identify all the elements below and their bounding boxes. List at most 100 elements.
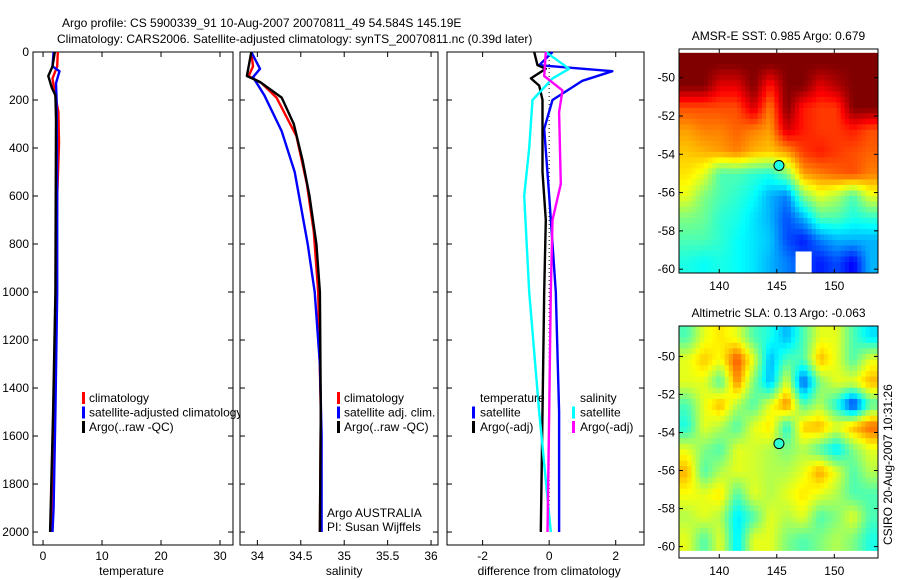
heatmap-cell <box>836 449 842 456</box>
heatmap-cell <box>857 488 862 495</box>
heatmap-cell <box>815 438 821 445</box>
heatmap-cell <box>853 195 858 202</box>
heatmap-cell <box>716 494 721 501</box>
heatmap-cell <box>753 466 759 473</box>
heatmap-cell <box>695 466 701 473</box>
heatmap-cell <box>807 173 813 180</box>
heatmap-cell <box>741 533 746 540</box>
heatmap-cell <box>857 228 862 235</box>
heatmap-cell <box>828 471 833 478</box>
heatmap-cell <box>741 443 746 450</box>
heatmap-cell <box>699 129 705 136</box>
heatmap-cell <box>803 179 809 186</box>
heatmap-cell <box>741 410 746 417</box>
heatmap-cell <box>699 267 705 274</box>
heatmap-cell <box>832 438 838 445</box>
heatmap-cell <box>720 354 726 361</box>
heatmap-cell <box>811 184 817 191</box>
heatmap-cell <box>749 146 755 153</box>
heatmap-cell <box>778 354 784 361</box>
heatmap-cell <box>815 527 821 535</box>
heatmap-cell <box>848 190 854 197</box>
heatmap-cell <box>745 239 750 246</box>
heatmap-cell <box>811 52 817 59</box>
heatmap-cell <box>865 256 871 263</box>
heatmap-cell <box>757 438 763 445</box>
heatmap-cell <box>687 80 692 87</box>
heatmap-cell <box>807 58 813 65</box>
heatmap-cell <box>824 168 829 175</box>
heatmap-cell <box>865 267 871 274</box>
heatmap-cell <box>873 85 879 92</box>
heatmap-cell <box>749 129 755 136</box>
heatmap-cell <box>687 256 692 263</box>
heatmap-cell <box>687 505 692 512</box>
heatmap-cell <box>836 113 842 120</box>
heatmap-cell <box>815 74 821 81</box>
heatmap-cell <box>753 85 759 92</box>
heatmap-cell <box>716 129 721 136</box>
heatmap-cell <box>844 212 850 219</box>
heatmap-cell <box>861 415 867 422</box>
heatmap-cell <box>691 124 697 131</box>
heatmap-cell <box>848 250 854 257</box>
heatmap-cell <box>724 217 730 224</box>
heatmap-cell <box>695 146 701 153</box>
heatmap-cell <box>848 124 854 131</box>
heatmap-cell <box>753 52 759 59</box>
heatmap-cell <box>840 135 846 142</box>
heatmap-cell <box>745 168 750 175</box>
heatmap-cell <box>795 410 800 417</box>
heatmap-cell <box>687 91 692 98</box>
heatmap-cell <box>803 483 809 490</box>
heatmap-cell <box>737 245 742 252</box>
heatmap-cell <box>712 162 717 169</box>
heatmap-cell <box>824 460 829 467</box>
heatmap-cell <box>687 432 692 439</box>
x-tick-label: 34 <box>251 549 265 563</box>
heatmap-cell <box>795 113 800 120</box>
heatmap-cell <box>724 146 730 153</box>
heatmap-cell <box>832 466 838 473</box>
heatmap-cell <box>712 426 717 434</box>
heatmap-cell <box>778 522 784 529</box>
heatmap-cell <box>745 157 750 164</box>
heatmap-cell <box>844 168 850 175</box>
heatmap-cell <box>683 173 688 180</box>
legend-swatch <box>472 421 475 433</box>
heatmap-cell <box>778 516 784 523</box>
heatmap-cell <box>848 516 854 523</box>
heatmap-cell <box>774 184 779 191</box>
heatmap-cell <box>819 539 825 546</box>
heatmap-cell <box>712 404 717 411</box>
heatmap-cell <box>869 190 875 197</box>
heatmap-cell <box>795 184 800 191</box>
heatmap-cell <box>770 494 775 501</box>
heatmap-cell <box>853 348 858 355</box>
heatmap-cell <box>828 239 833 246</box>
heatmap-cell <box>699 223 705 230</box>
heatmap-cell <box>708 151 713 158</box>
heatmap-cell <box>770 511 775 518</box>
heatmap-cell <box>753 217 759 224</box>
heatmap-cell <box>774 404 779 411</box>
heatmap-cell <box>716 516 721 523</box>
heatmap-cell <box>853 85 858 92</box>
heatmap-cell <box>790 107 796 114</box>
heatmap-cell <box>687 118 692 125</box>
heatmap-cell <box>811 157 817 164</box>
heatmap-cell <box>807 118 813 125</box>
heatmap-cell <box>720 52 726 59</box>
heatmap-cell <box>708 488 713 495</box>
heatmap-cell <box>683 382 688 389</box>
heatmap-cell <box>741 80 746 87</box>
heatmap-cell <box>737 449 742 456</box>
heatmap-cell <box>803 527 809 535</box>
heatmap-cell <box>795 342 800 349</box>
heatmap-cell <box>790 483 796 490</box>
heatmap-cell <box>840 206 846 213</box>
heatmap-cell <box>824 387 829 394</box>
heatmap-cell <box>774 426 779 434</box>
heatmap-cell <box>869 124 875 131</box>
heatmap-cell <box>815 151 821 158</box>
